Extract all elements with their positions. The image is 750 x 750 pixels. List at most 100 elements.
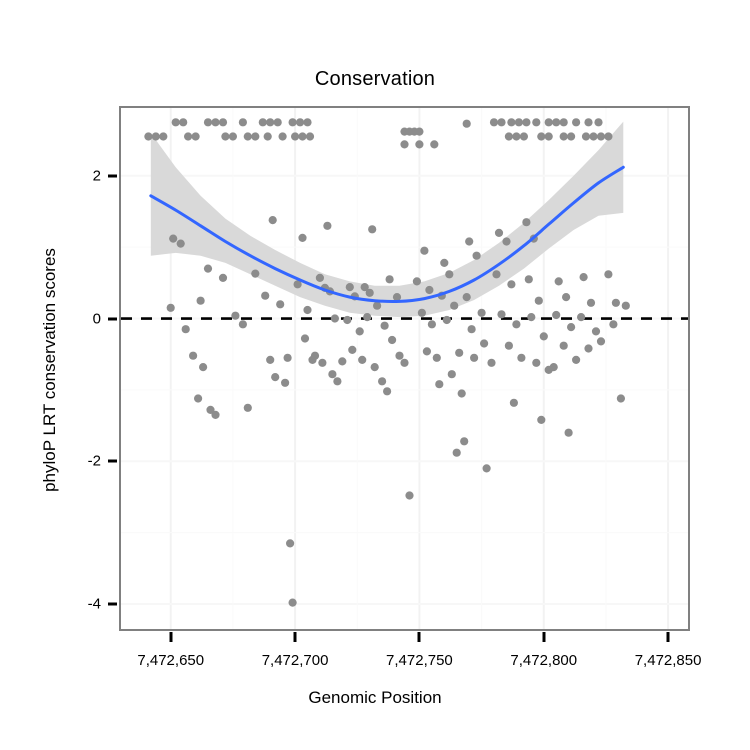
data-point [616, 394, 625, 403]
data-point [203, 264, 213, 273]
data-point [477, 308, 486, 317]
data-point [450, 301, 459, 310]
data-point [564, 428, 573, 437]
data-point [462, 119, 471, 128]
data-point [211, 410, 220, 419]
data-point [604, 132, 613, 141]
data-point [171, 118, 180, 127]
data-point [345, 283, 354, 292]
data-point [218, 118, 228, 127]
data-point [494, 228, 504, 237]
data-point [581, 132, 591, 141]
x-tick-mark [293, 632, 297, 642]
data-point [417, 308, 426, 317]
data-point [512, 132, 521, 141]
confidence-band [150, 121, 624, 318]
data-point [218, 273, 228, 282]
data-point [435, 380, 444, 389]
data-point [166, 303, 175, 312]
data-point [365, 288, 374, 297]
data-point [470, 353, 479, 362]
data-point [517, 353, 526, 362]
data-point [522, 118, 531, 127]
data-point [457, 389, 466, 398]
data-point [527, 313, 536, 322]
data-point [273, 118, 282, 127]
data-point [305, 132, 315, 141]
data-point [196, 296, 205, 305]
data-point [507, 280, 516, 289]
data-point [184, 132, 193, 141]
x-tick-mark [417, 632, 421, 642]
data-point [537, 415, 546, 424]
data-point [300, 334, 310, 343]
data-point [266, 118, 275, 127]
x-tick-label: 7,472,850 [634, 652, 702, 669]
data-point [589, 132, 598, 141]
data-point [385, 275, 394, 284]
data-point [497, 310, 506, 319]
data-point [507, 118, 516, 127]
data-point [552, 118, 561, 127]
data-point [258, 118, 267, 127]
data-point [328, 370, 337, 379]
page-title: Conservation [314, 68, 436, 90]
data-point [266, 355, 275, 364]
data-point [370, 363, 379, 372]
data-point [432, 353, 441, 362]
data-point [559, 118, 568, 127]
data-point [522, 218, 531, 227]
data-point [532, 118, 541, 127]
plot-panel [119, 106, 690, 631]
data-point [482, 464, 491, 473]
data-point [552, 310, 561, 320]
data-point [298, 132, 307, 141]
data-point [504, 341, 513, 350]
y-axis-title: phyloP LRT conservation scores [40, 248, 59, 492]
data-point [415, 127, 424, 136]
data-point [383, 387, 392, 396]
y-tick-mark [108, 459, 117, 463]
data-point [412, 277, 421, 286]
x-tick-mark [169, 632, 173, 642]
data-point [395, 351, 404, 360]
y-tick-mark [108, 602, 117, 606]
data-point [604, 270, 613, 279]
data-point [509, 398, 518, 407]
data-point [203, 118, 213, 127]
data-point [422, 347, 431, 356]
data-point [440, 258, 449, 267]
data-point [286, 539, 295, 548]
x-tick-label: 7,472,800 [510, 652, 578, 669]
y-tick-label: 0 [92, 310, 101, 328]
data-point [378, 377, 387, 386]
data-point [392, 293, 402, 302]
plot-canvas [121, 108, 688, 629]
trend-line [149, 165, 625, 304]
data-point [318, 358, 327, 367]
data-point [348, 345, 357, 354]
data-point [288, 118, 297, 127]
data-point [539, 332, 548, 341]
data-point [537, 132, 546, 141]
data-point [268, 216, 277, 225]
data-point [303, 118, 312, 127]
data-point [288, 598, 297, 607]
data-point [363, 313, 372, 322]
data-point [293, 280, 302, 289]
data-point [303, 305, 312, 315]
data-point [487, 358, 496, 367]
data-point [504, 132, 513, 141]
data-point [310, 351, 320, 360]
data-point [544, 118, 553, 127]
data-point [524, 275, 533, 284]
data-point [243, 132, 252, 141]
data-point [271, 373, 280, 382]
data-point [427, 320, 436, 329]
data-point [228, 132, 237, 141]
y-tick-label: -4 [87, 595, 101, 613]
x-tick-label: 7,472,700 [261, 652, 329, 669]
y-tick-label: -2 [87, 452, 101, 470]
data-point [445, 270, 454, 279]
data-point [420, 246, 429, 255]
